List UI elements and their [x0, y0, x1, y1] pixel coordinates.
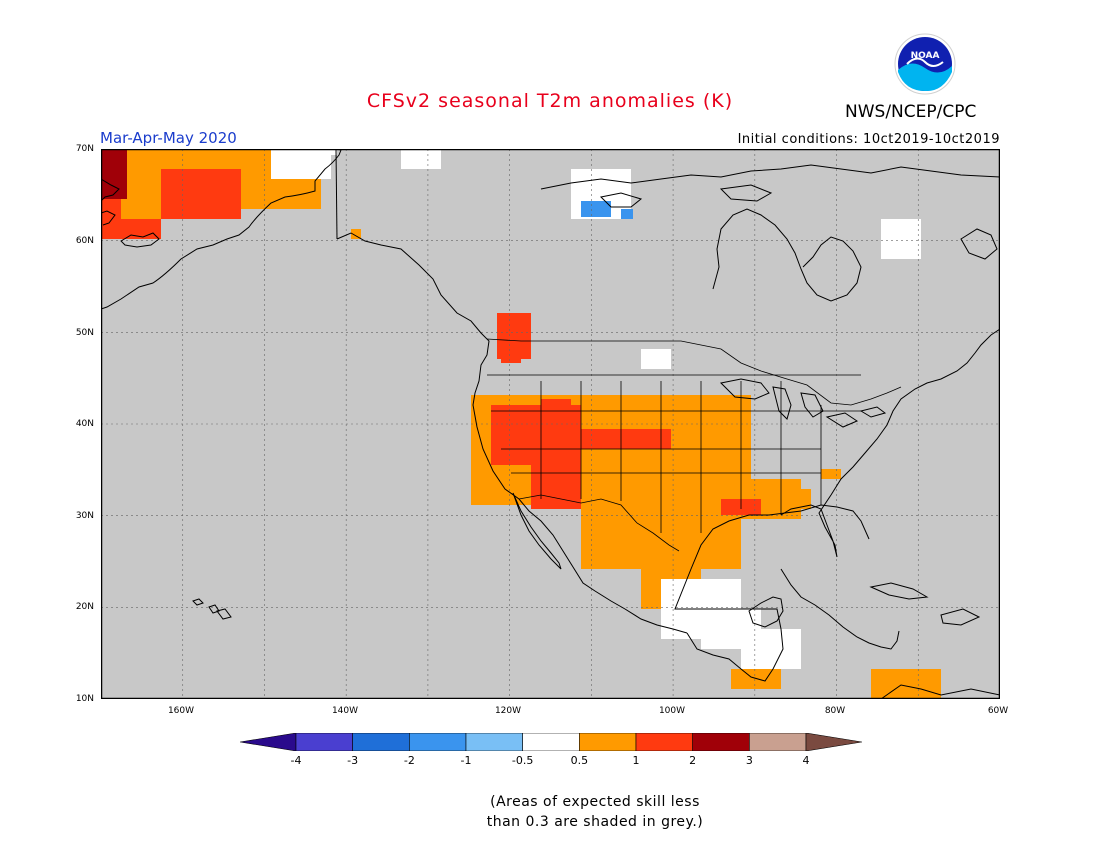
colorbar-segment [692, 733, 750, 751]
lon-label-120w: 120W [494, 706, 522, 716]
anomaly-cell [821, 469, 841, 479]
colorbar-tick-label: 2 [689, 754, 697, 767]
anomaly-map [101, 149, 1000, 699]
anomaly-cell [621, 209, 633, 219]
lon-label-60w: 60W [987, 706, 1009, 716]
skill-note-line2: than 0.3 are shaded in grey.) [486, 814, 704, 830]
colorbar-tick-label: -0.5 [511, 754, 534, 767]
anomaly-cell [351, 229, 361, 239]
lat-label-60n: 60N [75, 236, 94, 246]
lon-label-100w: 100W [658, 706, 686, 716]
anomaly-cell [271, 149, 331, 179]
map-frame [101, 149, 1000, 699]
colorbar-tick-label: 4 [802, 754, 810, 767]
lon-label-80w: 80W [824, 706, 846, 716]
colorbar-segment [522, 733, 580, 751]
colorbar [240, 733, 862, 751]
season-label: Mar-Apr-May 2020 [100, 129, 237, 147]
anomaly-cell [501, 343, 521, 363]
lon-label-140w: 140W [331, 706, 359, 716]
colorbar-segment [635, 733, 693, 751]
anomaly-cell [101, 149, 127, 199]
lat-label-30n: 30N [75, 511, 94, 521]
colorbar-tick-label: -3 [347, 754, 359, 767]
colorbar-tick-label: -1 [460, 754, 472, 767]
anomaly-cell [641, 349, 671, 369]
colorbar-tick-label: 0.5 [570, 754, 589, 767]
lat-label-10n: 10N [75, 694, 94, 704]
skill-note: (Areas of expected skill less than 0.3 a… [0, 792, 1100, 832]
colorbar-min-arrow [240, 733, 297, 751]
anomaly-cell [881, 219, 921, 259]
lat-label-20n: 20N [75, 602, 94, 612]
colorbar-segment [295, 733, 353, 751]
colorbar-tick-label: 3 [745, 754, 753, 767]
lat-label-40n: 40N [75, 419, 94, 429]
colorbar-max-arrow [805, 733, 862, 751]
anomaly-cell [731, 669, 781, 689]
anomaly-cell [401, 149, 441, 169]
anomaly-cell [911, 679, 941, 699]
lon-label-160w: 160W [167, 706, 195, 716]
anomaly-cell [541, 399, 571, 419]
organization-label: NWS/NCEP/CPC [845, 102, 977, 122]
lat-label-50n: 50N [75, 328, 94, 338]
map-title: CFSv2 seasonal T2m anomalies (K) [366, 90, 734, 112]
colorbar-tick-label: -4 [290, 754, 302, 767]
noaa-logo-text: NOAA [911, 51, 940, 61]
coastlines [101, 149, 1000, 699]
political-borders [486, 338, 902, 552]
anomaly-cell [581, 201, 611, 217]
colorbar-segment [352, 733, 410, 751]
colorbar-segment [409, 733, 467, 751]
anomaly-cell [781, 489, 811, 509]
colorbar-tick-label: -2 [403, 754, 415, 767]
lat-label-70n: 70N [75, 144, 94, 154]
colorbar-tick-label: 1 [632, 754, 640, 767]
initial-conditions-label: Initial conditions: 10ct2019-10ct2019 [737, 132, 1000, 147]
colorbar-segment [749, 733, 807, 751]
anomaly-cell [161, 169, 241, 219]
skill-note-line1: (Areas of expected skill less [490, 794, 700, 810]
colorbar-segment [579, 733, 637, 751]
colorbar-segment [465, 733, 523, 751]
map-gridlines [101, 149, 1000, 699]
anomaly-cell [741, 629, 801, 669]
noaa-logo: NOAA [894, 33, 956, 95]
